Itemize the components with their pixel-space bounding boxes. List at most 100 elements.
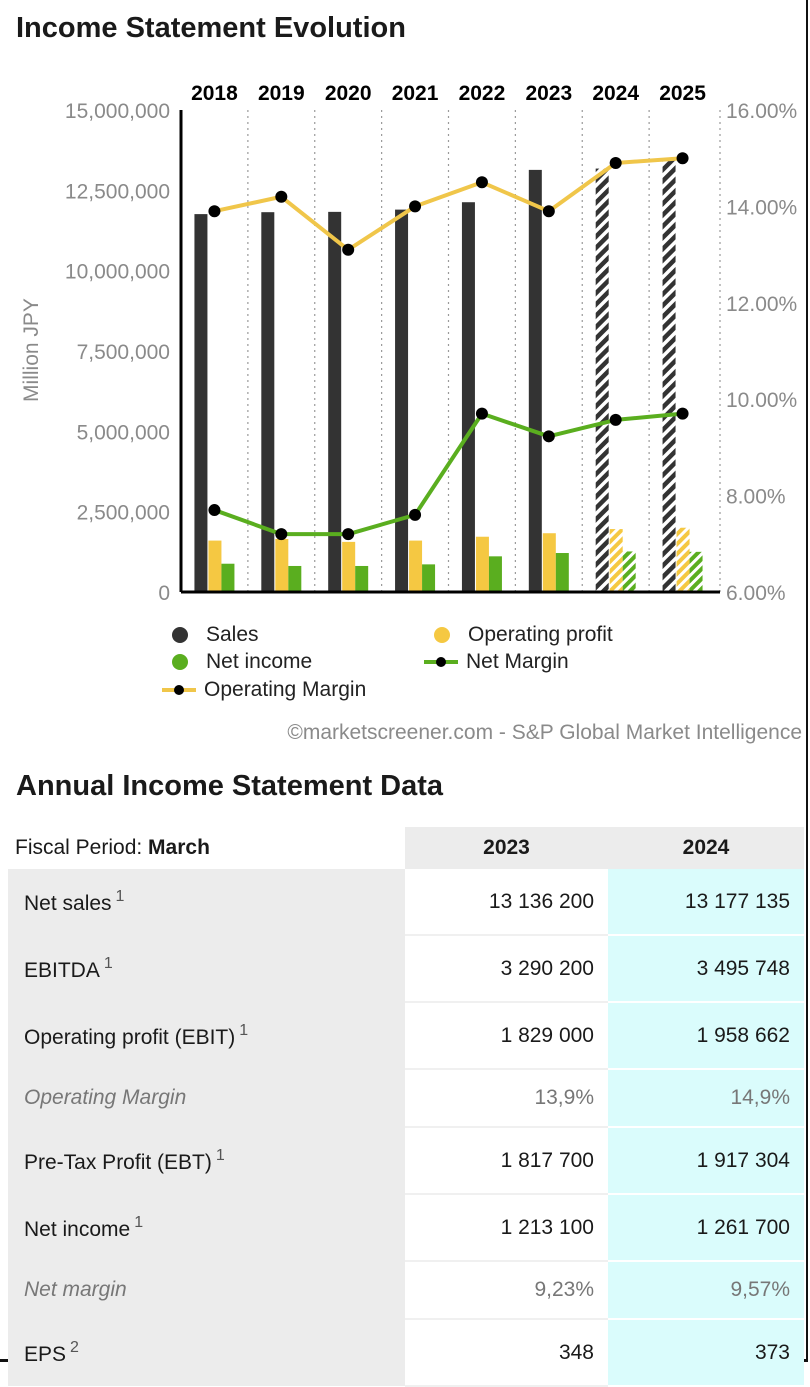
operating-profit-bar-2018	[208, 540, 222, 592]
y2-tick-label: 8.00%	[726, 486, 786, 509]
x-tick-label: 2022	[459, 82, 506, 105]
legend-label: Net income	[206, 650, 313, 673]
table-row: Pre-Tax Profit (EBT) 1 1 817 700 1 917 30…	[8, 1127, 804, 1195]
column-header-2023: 2023	[405, 827, 608, 869]
sales-bar-2025	[662, 158, 676, 592]
footnote-marker[interactable]: 1	[215, 1146, 225, 1164]
legend-item-net-margin: Net Margin	[424, 650, 569, 674]
footnote-marker[interactable]: 1	[239, 1021, 249, 1039]
table-row: EBITDA 1 3 290 200 3 495 748	[8, 935, 804, 1003]
operating-profit-bar-2025	[676, 527, 690, 592]
table-header-row: Fiscal Period: March 2023 2024	[8, 827, 804, 869]
net-income-bar-2022	[488, 556, 502, 592]
footnote-marker[interactable]: 1	[115, 888, 125, 905]
legend-item-net-income: Net income	[172, 650, 312, 674]
cell-2024: 1 958 662	[608, 1002, 804, 1070]
net-income-bar-2025	[689, 551, 703, 592]
sales-swatch-icon	[172, 627, 188, 643]
y2-tick-label: 12.00%	[726, 293, 797, 316]
sales-bar-2020	[328, 211, 342, 592]
cell-2023: 1 829 000	[405, 1002, 608, 1070]
table-title: Annual Income Statement Data	[16, 770, 444, 802]
cell-2024: 13 177 135	[608, 869, 804, 936]
chart-title: Income Statement Evolution	[16, 12, 406, 44]
y2-tick-label: 6.00%	[726, 582, 786, 605]
cell-2024: 3 495 748	[608, 935, 804, 1003]
net-income-bar-2023	[555, 553, 569, 592]
cell-2024: 1 917 304	[608, 1127, 804, 1195]
cell-2023: 1 213 100	[405, 1194, 608, 1262]
operating-profit-bar-2024	[609, 529, 623, 592]
row-label: Operating profit (EBIT) 1	[8, 1002, 405, 1069]
operating-margin-line-icon	[162, 681, 196, 699]
sales-bar-2024	[595, 168, 609, 592]
x-tick-label: 2023	[525, 82, 572, 105]
net-margin-point-2021	[409, 508, 422, 521]
cell-2023: 1 817 700	[405, 1127, 608, 1195]
table-row: Net sales 1 13 136 200 13 177 135	[8, 869, 804, 936]
cell-2024: 14,9%	[608, 1069, 804, 1128]
legend-label: Operating Margin	[204, 678, 367, 701]
net-margin-point-2019	[275, 528, 288, 541]
net-margin-point-2022	[475, 407, 488, 420]
x-tick-label: 2018	[191, 82, 238, 105]
net-margin-point-2020	[342, 528, 355, 541]
operating-profit-bar-2021	[409, 540, 423, 592]
net-income-swatch-icon	[172, 654, 188, 670]
sales-bar-2019	[261, 212, 275, 592]
footnote-marker[interactable]: 1	[134, 1213, 144, 1231]
net-margin-point-2024	[609, 413, 622, 426]
y-tick-label: 2,500,000	[77, 502, 170, 525]
x-tick-label: 2019	[258, 82, 305, 105]
net-income-bar-2020	[355, 565, 369, 592]
y2-tick-label: 10.00%	[726, 389, 797, 412]
column-header-2024: 2024	[608, 827, 804, 869]
operating-profit-bar-2020	[342, 541, 356, 592]
net-income-bar-2018	[221, 563, 235, 592]
y2-tick-label: 16.00%	[726, 100, 797, 123]
legend-item-operating-profit: Operating profit	[434, 623, 613, 647]
operating-margin-point-2023	[542, 205, 555, 218]
cell-2024: 373	[608, 1319, 804, 1387]
legend-item-operating-margin: Operating Margin	[162, 678, 366, 702]
row-label: Net margin	[8, 1261, 405, 1319]
y-tick-label: 7,500,000	[77, 341, 170, 364]
cell-2023: 348	[405, 1319, 608, 1387]
row-label: EPS 2	[8, 1319, 405, 1386]
sales-bar-2021	[395, 209, 409, 592]
operating-margin-point-2022	[475, 176, 488, 189]
table-row: Operating Margin 13,9% 14,9%	[8, 1069, 804, 1128]
sales-bar-2023	[528, 169, 542, 592]
cell-2023: 3 290 200	[405, 935, 608, 1003]
cell-2024: 1 261 700	[608, 1194, 804, 1262]
table-row: EPS 2 348 373	[8, 1319, 804, 1387]
net-margin-line-icon	[424, 653, 458, 671]
y2-tick-label: 14.00%	[726, 196, 797, 219]
sales-bar-2022	[461, 202, 475, 593]
footnote-marker[interactable]: 1	[103, 954, 113, 972]
operating-margin-line	[214, 156, 683, 252]
sales-bar-2018	[194, 214, 208, 592]
footnote-marker[interactable]: 2	[70, 1338, 79, 1356]
table-row: Net margin 9,23% 9,57%	[8, 1261, 804, 1320]
row-label: EBITDA 1	[8, 935, 405, 1002]
y-tick-label: 0	[158, 582, 170, 605]
net-margin-point-2018	[208, 504, 221, 517]
income-chart: 0 2,500,000 5,000,000 7,500,000 10,000,000 12…	[20, 82, 797, 605]
legend-label: Sales	[206, 623, 259, 646]
table-row: Operating profit (EBIT) 1 1 829 000 1 958…	[8, 1002, 804, 1070]
cell-2023: 13 136 200	[405, 869, 608, 936]
fiscal-period: Fiscal Period: March	[8, 827, 405, 869]
row-label: Pre-Tax Profit (EBT) 1	[8, 1127, 405, 1194]
operating-margin-point-2025	[676, 152, 689, 165]
legend-label: Net Margin	[466, 650, 569, 673]
cell-2023: 9,23%	[405, 1261, 608, 1320]
x-tick-label: 2020	[325, 82, 372, 105]
operating-margin-point-2020	[342, 243, 355, 256]
legend-item-sales: Sales	[172, 623, 259, 647]
source-credit[interactable]: ©marketscreener.com - S&P Global Market …	[287, 721, 802, 744]
operating-margin-point-2021	[409, 200, 422, 213]
operating-margin-point-2018	[208, 205, 221, 218]
income-table: Fiscal Period: March 2023 2024 Net sales…	[8, 827, 804, 1387]
net-margin-point-2023	[542, 430, 555, 443]
